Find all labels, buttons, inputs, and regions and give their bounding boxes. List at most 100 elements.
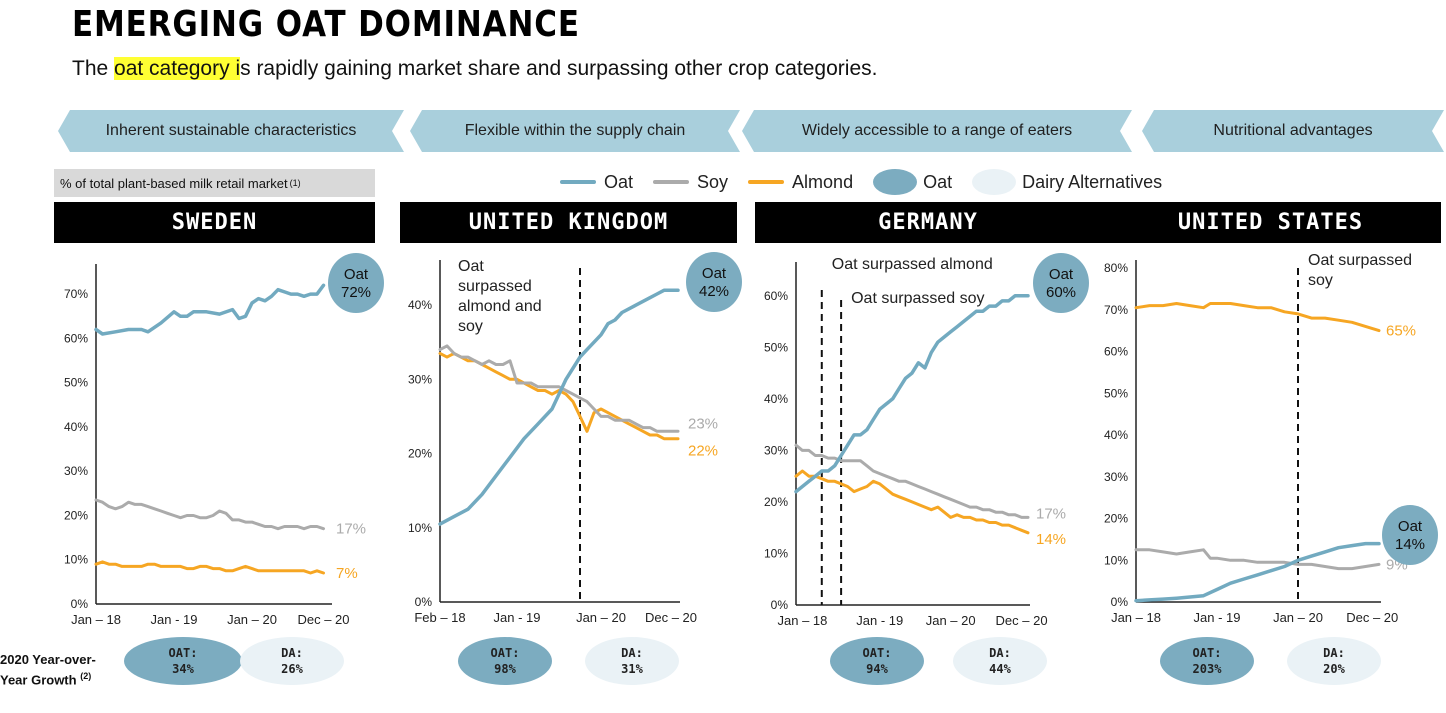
series-line-almond bbox=[1134, 302, 1381, 333]
growth-da-value: 26% bbox=[281, 662, 303, 676]
growth-oat-germany: OAT: 94% bbox=[830, 637, 924, 685]
surpass-annotation-text: soy bbox=[1308, 272, 1333, 289]
growth-oat-value: 34% bbox=[172, 662, 194, 676]
end-label-soy: 17% bbox=[336, 521, 366, 538]
growth-oat-value: 203% bbox=[1192, 662, 1222, 676]
subtitle-pre: The bbox=[72, 57, 115, 80]
oat-bubble-value: 42% bbox=[699, 283, 729, 300]
surpass-annotation-text: Oat surpassed soy bbox=[851, 290, 984, 307]
market-note: % of total plant-based milk retail marke… bbox=[54, 169, 375, 197]
legend-da-bubble: Dairy Alternatives bbox=[972, 169, 1162, 195]
x-tick-label: Jan - 19 bbox=[1194, 610, 1241, 625]
legend-oat-bubble-shape bbox=[873, 169, 918, 195]
growth-da-label: DA: bbox=[989, 646, 1011, 660]
page-subtitle: The oat category is rapidly gaining mark… bbox=[72, 57, 877, 81]
chevron-accessible: Widely accessible to a range of eaters bbox=[742, 110, 1132, 152]
oat-bubble-value: 60% bbox=[1046, 284, 1076, 301]
legend-oat: Oat bbox=[560, 172, 633, 193]
surpass-annotation-text: surpassed bbox=[458, 278, 532, 295]
legend-soy-line bbox=[653, 180, 690, 184]
growth-da-sweden: DA: 26% bbox=[240, 637, 344, 685]
growth-da-label: DA: bbox=[281, 646, 303, 660]
series-line-almond bbox=[94, 560, 325, 575]
surpass-annotation-text: Oat surpassed almond bbox=[832, 256, 993, 273]
oat-bubble-label: Oat bbox=[1398, 518, 1423, 535]
y-tick-label: 50% bbox=[1104, 386, 1128, 400]
growth-oat-label: OAT: bbox=[490, 646, 520, 660]
series-line-soy bbox=[1134, 548, 1381, 571]
note-text: % of total plant-based milk retail marke… bbox=[60, 175, 288, 191]
legend-almond-line bbox=[748, 180, 785, 184]
x-tick-label: Dec – 20 bbox=[996, 613, 1048, 628]
growth-label-line1: 2020 Year-over- bbox=[0, 652, 96, 667]
legend-soy: Soy bbox=[653, 172, 728, 193]
x-tick-label: Jan – 20 bbox=[227, 612, 277, 627]
legend-almond: Almond bbox=[748, 172, 853, 193]
y-tick-label: 20% bbox=[764, 495, 788, 509]
growth-label-footnote: (2) bbox=[80, 671, 92, 681]
oat-bubble-label: Oat bbox=[344, 266, 369, 283]
y-tick-label: 50% bbox=[764, 340, 788, 354]
y-tick-label: 70% bbox=[1104, 303, 1128, 317]
legend-da-bubble-shape bbox=[972, 169, 1017, 195]
growth-da-label: DA: bbox=[621, 646, 643, 660]
growth-da-united-kingdom: DA: 31% bbox=[585, 637, 679, 685]
series-line-oat bbox=[1134, 541, 1381, 603]
x-tick-label: Jan - 19 bbox=[494, 610, 541, 625]
y-tick-label: 60% bbox=[764, 289, 788, 303]
series-line-almond bbox=[794, 469, 1030, 535]
x-tick-label: Jan – 20 bbox=[576, 610, 626, 625]
x-tick-label: Dec – 20 bbox=[645, 610, 697, 625]
growth-oat-label: OAT: bbox=[168, 646, 198, 660]
growth-oat-label: OAT: bbox=[1192, 646, 1222, 660]
surpass-annotation-text: almond and bbox=[458, 298, 542, 315]
legend: Oat Soy Almond Oat Dairy Alternatives bbox=[560, 168, 1172, 196]
x-tick-label: Jan - 19 bbox=[856, 613, 903, 628]
y-tick-label: 30% bbox=[408, 372, 432, 386]
growth-oat-united-kingdom: OAT: 98% bbox=[458, 637, 552, 685]
banner-sweden: SWEDEN bbox=[54, 202, 375, 243]
legend-oat-line bbox=[560, 180, 596, 184]
oat-bubble-value: 72% bbox=[341, 284, 371, 301]
y-tick-label: 10% bbox=[764, 546, 788, 560]
x-tick-label: Dec – 20 bbox=[1346, 610, 1398, 625]
y-tick-label: 0% bbox=[415, 595, 433, 609]
end-label-almond: 7% bbox=[336, 565, 358, 582]
x-tick-label: Jan – 20 bbox=[926, 613, 976, 628]
series-line-soy bbox=[794, 443, 1030, 519]
y-tick-label: 20% bbox=[408, 447, 432, 461]
series-line-oat bbox=[794, 294, 1030, 494]
growth-da-value: 44% bbox=[989, 662, 1011, 676]
x-tick-label: Dec – 20 bbox=[297, 612, 349, 627]
legend-oat-bubble: Oat bbox=[873, 169, 952, 195]
growth-oat-sweden: OAT: 34% bbox=[124, 637, 242, 685]
oat-bubble bbox=[328, 253, 384, 313]
growth-da-value: 31% bbox=[621, 662, 643, 676]
y-tick-label: 20% bbox=[64, 508, 88, 522]
oat-bubble bbox=[1382, 505, 1438, 565]
growth-da-label: DA: bbox=[1323, 646, 1345, 660]
y-tick-label: 50% bbox=[64, 376, 88, 390]
y-tick-label: 30% bbox=[764, 443, 788, 457]
series-line-soy bbox=[438, 344, 680, 433]
x-tick-label: Jan – 18 bbox=[778, 613, 828, 628]
legend-oat-label: Oat bbox=[604, 171, 634, 192]
y-tick-label: 40% bbox=[64, 420, 88, 434]
series-line-soy bbox=[94, 498, 325, 531]
legend-oat-bubble-label: Oat bbox=[923, 171, 953, 192]
y-tick-label: 60% bbox=[1104, 345, 1128, 359]
y-tick-label: 70% bbox=[64, 287, 88, 301]
y-tick-label: 30% bbox=[1104, 470, 1128, 484]
chart-sweden: 0% 10% 20% 30% 40% 50% 60% 70% Jan – 18 Jan - 19 J… bbox=[64, 253, 384, 627]
x-tick-label: Jan – 18 bbox=[1111, 610, 1161, 625]
oat-bubble-value: 14% bbox=[1395, 536, 1425, 553]
y-tick-label: 40% bbox=[408, 298, 432, 312]
y-tick-label: 40% bbox=[1104, 428, 1128, 442]
y-tick-label: 20% bbox=[1104, 512, 1128, 526]
end-label-almond: 22% bbox=[688, 443, 718, 460]
growth-da-united-states: DA: 20% bbox=[1287, 637, 1381, 685]
oat-bubble bbox=[1033, 253, 1089, 313]
end-label-almond: 65% bbox=[1386, 323, 1416, 340]
growth-label: 2020 Year-over- Year Growth (2) bbox=[0, 651, 96, 688]
series-line-oat bbox=[94, 283, 326, 336]
